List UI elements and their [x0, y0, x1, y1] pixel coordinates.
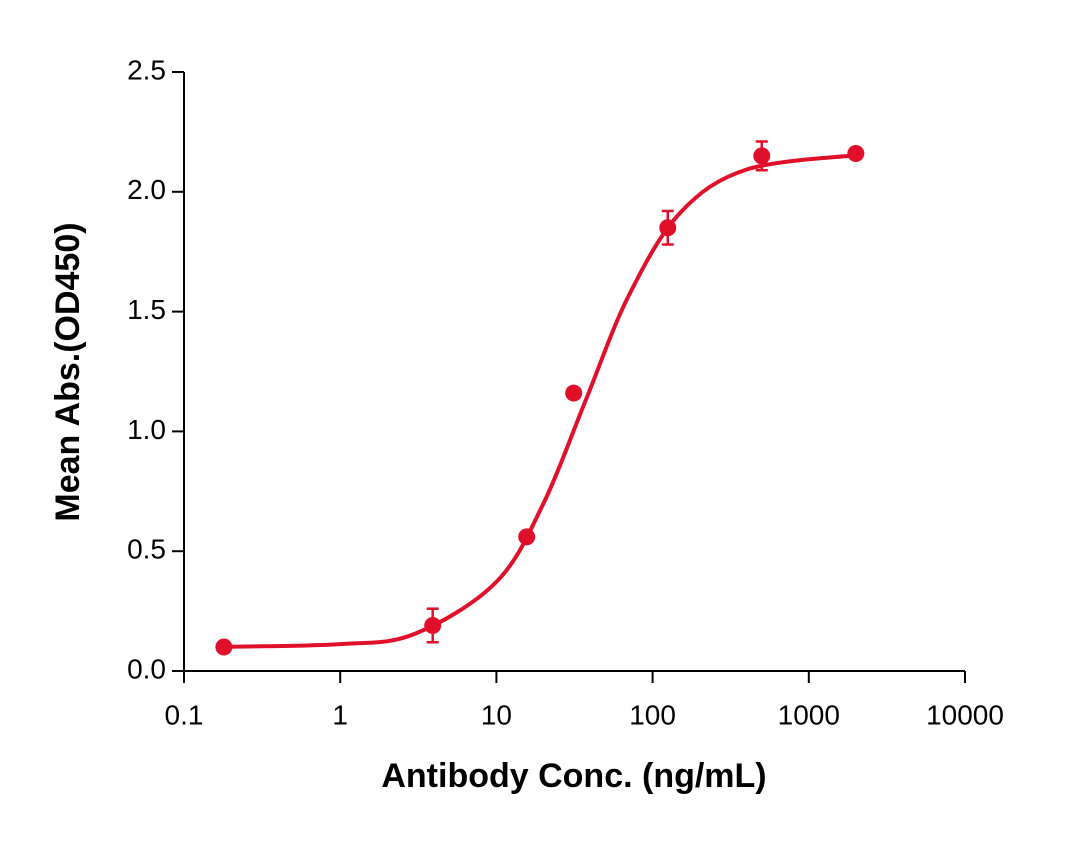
data-point	[518, 528, 536, 546]
x-tick-label: 1	[332, 699, 348, 730]
y-tick-label: 2.0	[127, 174, 166, 205]
data-point	[753, 147, 771, 165]
data-point	[215, 638, 233, 656]
data-point	[424, 616, 442, 634]
x-tick-label: 10000	[926, 699, 1004, 730]
y-tick-label: 1.0	[127, 414, 166, 445]
x-axis-title: Antibody Conc. (ng/mL)	[381, 757, 766, 795]
y-axis-title: Mean Abs.(OD450)	[49, 222, 87, 521]
x-tick-label: 0.1	[165, 699, 204, 730]
data-point	[565, 384, 583, 402]
fit-curve	[223, 153, 857, 649]
data-point	[847, 144, 865, 162]
y-tick-label: 2.5	[127, 54, 166, 85]
x-tick-label: 100	[629, 699, 676, 730]
y-tick-label: 1.5	[127, 294, 166, 325]
y-tick-label: 0.0	[127, 653, 166, 684]
data-point	[659, 219, 677, 237]
x-tick-label: 1000	[778, 699, 840, 730]
x-tick-label: 10	[481, 699, 512, 730]
y-tick-label: 0.5	[127, 534, 166, 565]
